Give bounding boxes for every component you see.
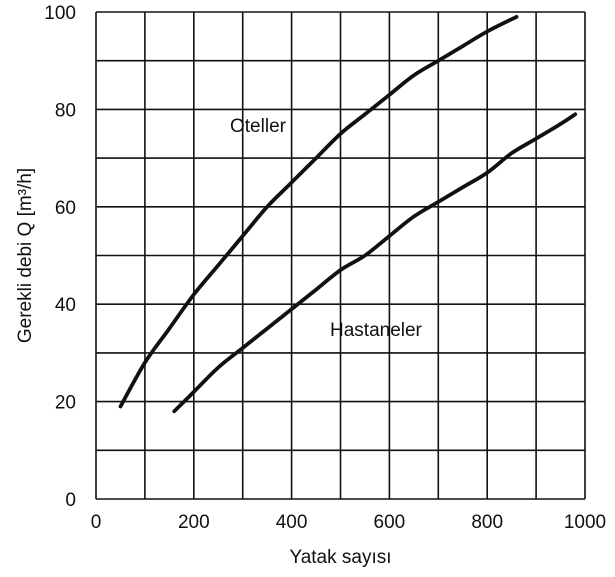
series-labels: Oteller Hastaneler [230,116,423,341]
series-line-hastaneler [172,112,578,414]
x-tick-label-800: 800 [471,512,503,533]
x-tick-label-200: 200 [178,512,210,533]
y-tick-labels: 0 20 40 60 80 100 [44,3,76,511]
x-tick-label-600: 600 [374,512,406,533]
y-tick-label-60: 60 [55,198,76,219]
series-label-hastaneler: Hastaneler [330,320,423,341]
series-line-oteller [118,14,519,409]
y-tick-label-80: 80 [55,100,76,121]
curves [118,14,578,414]
y-tick-label-20: 20 [55,393,76,414]
y-tick-label-40: 40 [55,295,76,316]
y-tick-label-100: 100 [44,3,76,24]
grid [95,11,586,500]
x-tick-labels: 0 200 400 600 800 1000 [91,512,606,533]
series-label-oteller: Oteller [230,116,287,137]
x-tick-label-1000: 1000 [564,512,606,533]
y-axis-label: Gerekli debi Q [m³/h] [15,168,36,343]
y-tick-label-0: 0 [65,490,76,511]
x-tick-label-400: 400 [276,512,308,533]
x-axis-label: Yatak sayısı [289,547,391,568]
x-tick-label-0: 0 [91,512,102,533]
